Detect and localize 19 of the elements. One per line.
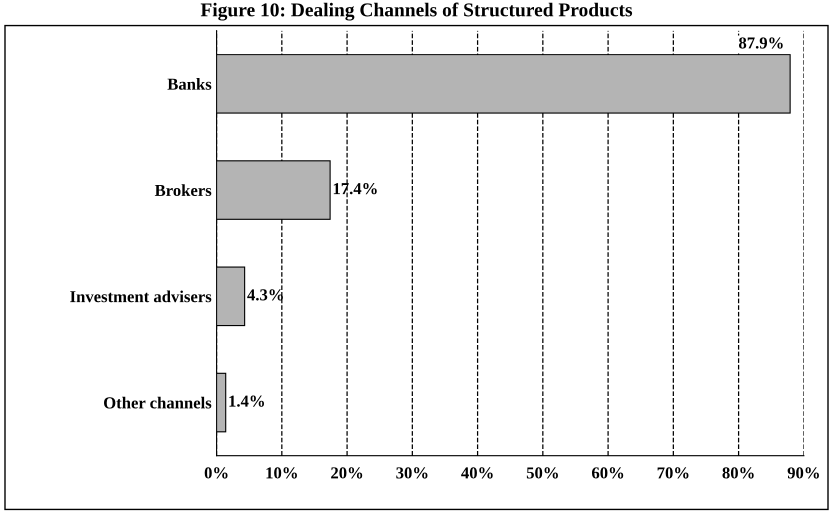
data-label: 1.4% xyxy=(229,395,264,407)
y-tick-label: Investment advisers xyxy=(70,290,212,302)
y-tick-label: Other channels xyxy=(104,396,212,409)
x-tick-label: 40% xyxy=(461,467,493,479)
y-tick-label: Banks xyxy=(168,78,212,90)
x-tick-label: 90% xyxy=(788,467,819,479)
x-tick-label: 60% xyxy=(592,467,624,479)
y-tick-label: Brokers xyxy=(154,184,212,196)
x-tick-label: 10% xyxy=(266,467,297,479)
x-tick-label: 0% xyxy=(204,467,228,479)
x-tick-label: 50% xyxy=(526,467,558,479)
data-label: 17.4% xyxy=(334,183,377,194)
x-tick-label: 30% xyxy=(396,467,428,479)
chart-title: Figure 10: Dealing Channels of Structured Products xyxy=(200,2,632,21)
x-tick-label: 20% xyxy=(331,467,362,479)
x-tick-label: 80% xyxy=(722,467,754,479)
data-label: 4.3% xyxy=(247,289,283,301)
data-label: 87.9% xyxy=(738,37,783,49)
x-tick-label: 70% xyxy=(658,467,688,479)
